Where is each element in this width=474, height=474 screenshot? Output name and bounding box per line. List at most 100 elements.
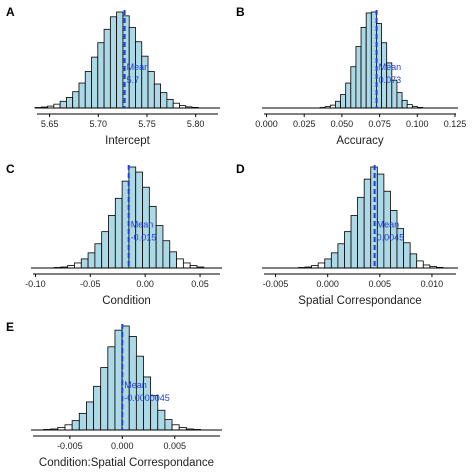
panel-b-accuracy: B 0.000 0.025 0.050 0.075 0.100 0.125 Accuracy M… [236,5,466,147]
x-tick-label: 0.005 [164,441,187,451]
x-tick-label: 0.050 [331,119,354,129]
panel-letter: A [6,5,15,19]
x-tick-label: 5.80 [187,119,205,129]
histogram-bar [324,258,332,269]
histogram-bar [344,231,352,269]
histogram-bar [108,215,116,269]
x-tick-label: 0.100 [406,119,429,129]
panel-a-intercept: A 5.65 5.70 5.75 5.80 Intercept Mean 5.7 [6,5,220,147]
mean-label: Mean [127,62,150,72]
x-tick-label: 0.075 [368,119,391,129]
x-tick-label: -0.005 [263,279,289,289]
histogram-bar [87,252,96,269]
x-tick-label: 0.005 [369,279,392,289]
histogram-bar [345,82,352,109]
histogram-bar [172,102,180,109]
x-tick-label: 0.00 [136,279,154,289]
histogram-bar [169,251,177,269]
histogram-bar [86,401,94,431]
panel-e-condition-spatial-correspondance: E -0.005 0.000 0.005 Condition:Spatial Corre… [6,320,222,469]
histogram-bar [107,346,116,431]
histogram-bar [147,71,155,109]
mean-value-label: -0.015 [131,233,157,243]
x-axis-title: Intercept [105,135,151,147]
x-tick-label: 5.70 [90,119,108,129]
histogram-bar [71,420,80,431]
histogram-bar [363,178,372,269]
histogram-bar [80,258,89,269]
panel-letter: C [6,162,15,176]
histogram-bar [64,424,73,431]
histogram-bar [350,66,357,109]
histogram-bar [155,225,164,269]
mean-label: Mean [131,220,154,230]
x-tick-label: 0.05 [191,279,209,289]
histogram-bar [406,104,413,109]
histogram-bar [97,42,105,109]
panel-letter: E [6,320,14,334]
histogram-bar [100,367,109,431]
histogram-bar [365,12,372,109]
histogram-bar [128,166,137,269]
panel-letter: B [236,5,245,19]
histogram-bar [403,242,411,269]
histogram-bar [74,262,82,269]
histogram-bar [157,409,166,431]
histogram-bar [409,253,418,269]
histogram-bar [396,92,403,109]
histogram-bar [182,262,191,269]
histogram-bar [340,94,347,109]
x-axis-title: Accuracy [336,135,384,147]
histogram-bar [335,100,341,109]
x-tick-label: 5.75 [138,119,156,129]
mean-value-label: -0.0000045 [124,393,170,403]
mean-label: Mean [124,380,147,390]
x-tick-label: -0.005 [57,441,83,451]
histogram-bar [78,412,87,431]
histogram-bar [350,215,358,269]
histogram-bar [360,26,367,109]
histogram-bar [78,82,86,109]
panel-letter: D [236,162,245,176]
histogram-bar [114,197,123,269]
x-tick-label: -0.10 [25,279,46,289]
histogram-bar [109,16,118,109]
histogram-bar [416,260,424,269]
x-tick-label: 5.65 [41,119,59,129]
histogram-bar [355,46,362,109]
histogram-bar [72,91,80,109]
x-tick-label: -0.05 [80,279,101,289]
x-tick-label: 0.125 [444,119,467,129]
histogram-bar [330,252,339,269]
x-tick-label: 0.010 [421,279,444,289]
histogram-bar [101,231,109,269]
x-axis-title: Condition:Spatial Correspondance [39,457,214,469]
x-axis-title: Spatial Correspondance [298,295,421,307]
x-axis-title: Condition [102,295,151,307]
histogram-bar [93,385,102,431]
x-tick-label: 0.000 [255,119,278,129]
histogram-bar [94,243,103,269]
histogram-bar [53,103,61,109]
mean-value-label: 5.7 [127,75,140,85]
histogram-bar [166,98,174,109]
histogram-bar [383,190,391,269]
mean-label: Mean [377,220,400,230]
x-tick-label: 0.000 [316,279,339,289]
mean-label: Mean [379,62,402,72]
histogram-bar [66,97,74,109]
histogram-bar [401,99,408,109]
panel-c-condition: C -0.10 -0.05 0.00 0.05 Condition Mean -0.015 [6,162,222,307]
histogram-bar [116,11,124,109]
mean-value-label: 0.073 [379,75,402,85]
x-tick-label: 0.025 [293,119,316,129]
histogram-bar [317,262,326,269]
mean-value-label: 0.0045 [377,233,405,243]
x-tick-label: 0.000 [111,441,134,451]
histogram-bar [103,28,111,109]
histogram-bar [171,424,180,431]
histogram-bar [162,240,171,269]
histogram-bar [91,56,99,109]
